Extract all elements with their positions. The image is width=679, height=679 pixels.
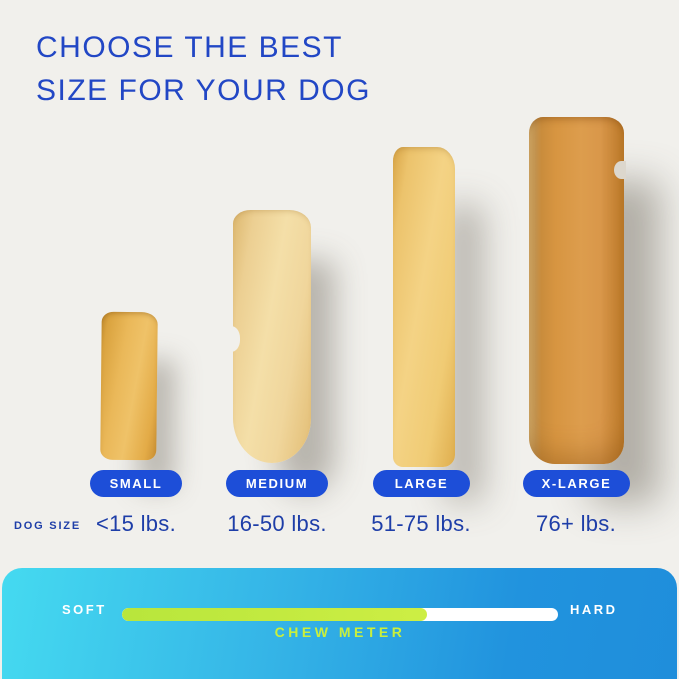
size-badge-large: LARGE bbox=[373, 470, 470, 497]
xlarge-chew-notch bbox=[614, 161, 626, 179]
medium-chew-notch bbox=[231, 326, 240, 353]
weight-range-medium: 16-50 lbs. bbox=[227, 511, 327, 536]
small-chew-image bbox=[100, 311, 158, 461]
chew-meter-panel: SOFT HARD CHEW METER bbox=[2, 568, 677, 679]
chew-meter-fill bbox=[122, 608, 428, 621]
weight-range-small: <15 lbs. bbox=[95, 511, 177, 536]
page-title: CHOOSE THE BEST SIZE FOR YOUR DOG bbox=[36, 26, 371, 112]
chew-meter-caption: CHEW METER bbox=[274, 624, 406, 640]
chew-meter-track bbox=[122, 608, 558, 621]
size-badge-xlarge: X-LARGE bbox=[523, 470, 630, 497]
medium-chew-image bbox=[231, 210, 311, 463]
large-chew-image bbox=[393, 147, 455, 467]
xlarge-chew-image bbox=[529, 117, 626, 464]
soft-label: SOFT bbox=[62, 602, 107, 617]
title-line-1: CHOOSE THE BEST bbox=[36, 31, 344, 64]
weight-range-xlarge: 76+ lbs. bbox=[535, 511, 617, 536]
weight-range-large: 51-75 lbs. bbox=[371, 511, 471, 536]
size-badge-medium: MEDIUM bbox=[226, 470, 328, 497]
size-badge-small: SMALL bbox=[90, 470, 182, 497]
dog-size-label: DOG SIZE bbox=[14, 520, 81, 532]
hard-label: HARD bbox=[570, 602, 618, 617]
title-line-2: SIZE FOR YOUR DOG bbox=[36, 74, 371, 107]
